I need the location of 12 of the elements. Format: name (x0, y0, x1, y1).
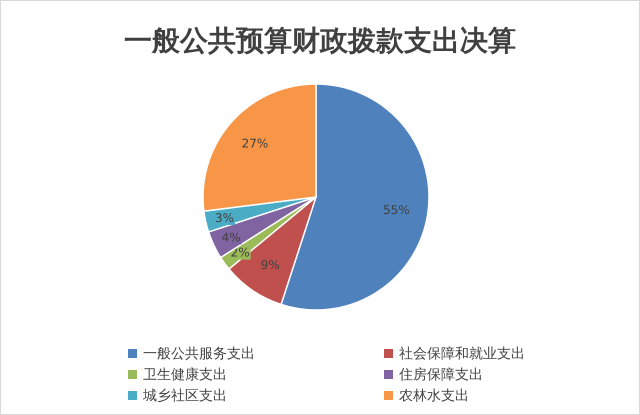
legend-label: 城乡社区支出 (142, 388, 227, 404)
chart-title: 一般公共预算财政拨款支出决算 (124, 24, 516, 57)
data-label: 27% (242, 136, 268, 151)
legend-label: 社会保障和就业支出 (399, 346, 525, 362)
legend-label: 一般公共服务支出 (143, 346, 255, 362)
data-label: 4% (222, 230, 241, 244)
legend-label: 卫生健康支出 (143, 367, 227, 383)
legend-label: 住房保障支出 (398, 367, 483, 383)
data-label: 55% (383, 203, 410, 218)
legend-label: 农林水支出 (399, 388, 469, 404)
data-label: 3% (214, 210, 234, 225)
data-label: 9% (260, 258, 280, 272)
